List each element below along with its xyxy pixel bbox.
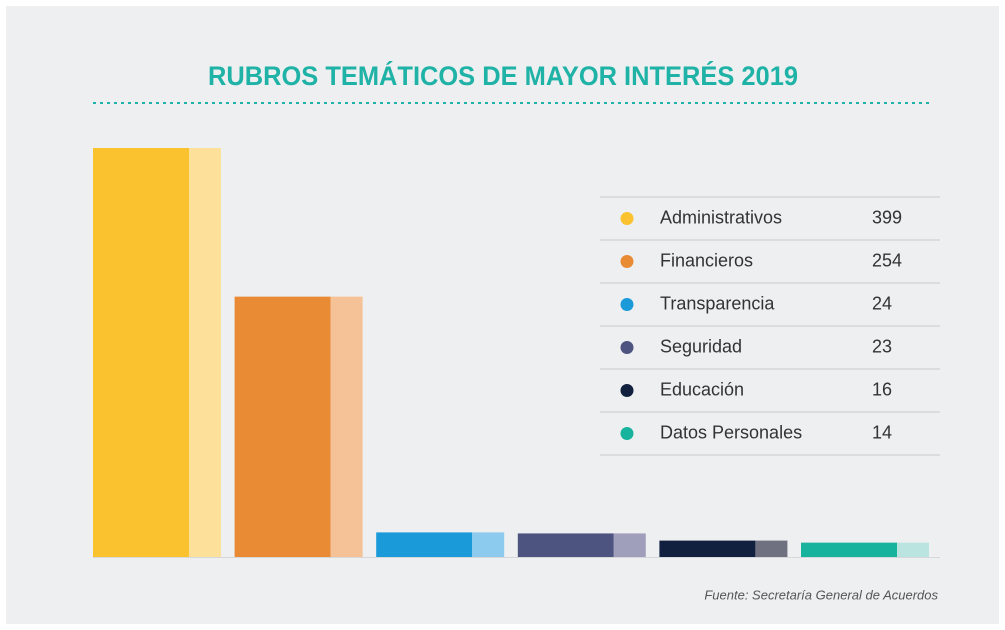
legend-value: 399 [872, 207, 902, 227]
legend-label: Financieros [660, 250, 753, 270]
legend-label: Seguridad [660, 336, 742, 356]
legend-value: 254 [872, 250, 902, 270]
legend-dot [620, 384, 634, 397]
chart-title: RUBROS TEMÁTICOS DE MAYOR INTERÉS 2019 [208, 60, 798, 91]
bar-shade [613, 533, 646, 557]
legend-dot [620, 427, 634, 440]
bar [659, 540, 756, 557]
bar [376, 532, 473, 557]
legend-label: Administrativos [660, 207, 782, 227]
legend-label: Educación [660, 379, 744, 399]
legend-value: 24 [872, 293, 892, 313]
legend-value: 14 [872, 422, 892, 442]
legend-value: 23 [872, 336, 892, 356]
bar-shade [755, 540, 788, 557]
bar [93, 148, 189, 557]
bar [517, 533, 614, 557]
bar-shade [472, 532, 505, 557]
bar [801, 542, 897, 557]
bar-shade [189, 148, 221, 557]
bar-shade [897, 542, 929, 557]
legend-dot [620, 341, 634, 354]
legend-dot [620, 212, 634, 225]
legend-dot [620, 255, 634, 268]
legend-label: Transparencia [660, 293, 775, 313]
source-note: Fuente: Secretaría General de Acuerdos [704, 587, 938, 602]
legend-dot [620, 298, 634, 311]
bar [234, 296, 331, 557]
bar-shade [330, 296, 363, 557]
legend-value: 16 [872, 379, 892, 399]
legend-label: Datos Personales [660, 422, 802, 442]
